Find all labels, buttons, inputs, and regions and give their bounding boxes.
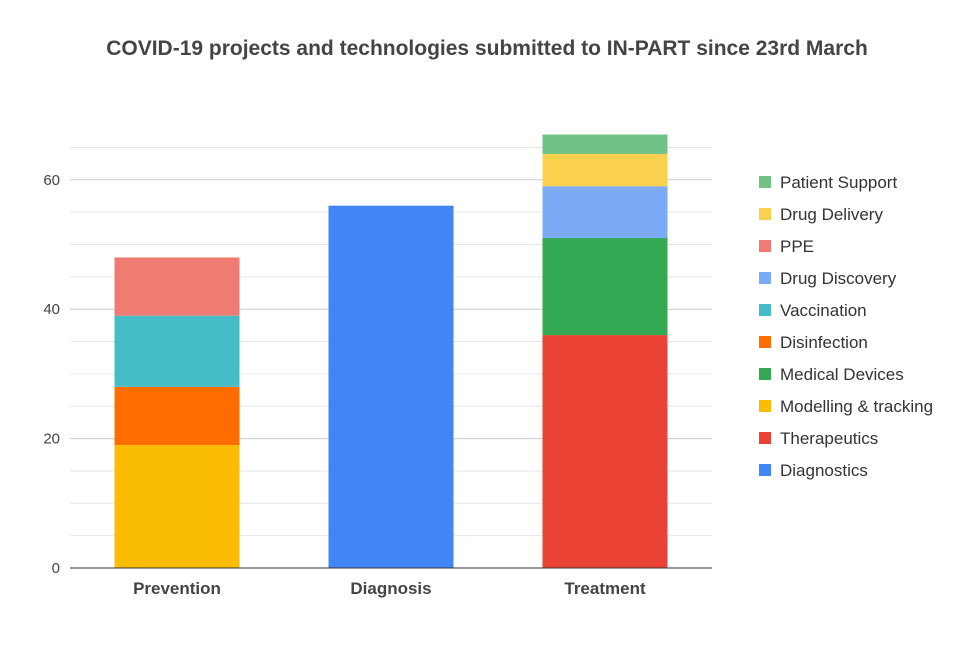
x-tick-label: Diagnosis: [350, 579, 431, 598]
legend-label: Vaccination: [780, 301, 867, 320]
bar-diagnosis-diagnostics: [328, 205, 454, 568]
bar-treatment-therapeutics: [542, 335, 668, 568]
y-tick-label: 40: [43, 301, 60, 318]
legend-label: Drug Delivery: [780, 205, 883, 224]
legend-swatch: [759, 336, 771, 348]
chart-title: COVID-19 projects and technologies submi…: [106, 37, 868, 60]
legend-label: Therapeutics: [780, 429, 878, 448]
legend-label: Patient Support: [780, 173, 897, 192]
bar-treatment-medical-devices: [542, 238, 668, 336]
y-tick-label: 60: [43, 172, 60, 189]
legend-swatch: [759, 176, 771, 188]
legend-swatch: [759, 464, 771, 476]
axes: 0 20 40 60 Prevention Diagnosis Treatment: [43, 172, 712, 598]
legend-swatch: [759, 272, 771, 284]
legend-swatch: [759, 304, 771, 316]
bar-treatment-patient-support: [542, 134, 668, 154]
legend-label: PPE: [780, 237, 814, 256]
bars: [114, 134, 668, 568]
legend-swatch: [759, 432, 771, 444]
bar-prevention-ppe: [114, 257, 240, 316]
x-tick-label: Treatment: [564, 579, 646, 598]
legend-label: Modelling & tracking: [780, 397, 933, 416]
legend-label: Drug Discovery: [780, 269, 897, 288]
y-tick-label: 20: [43, 431, 60, 448]
legend-label: Diagnostics: [780, 461, 868, 480]
bar-prevention-disinfection: [114, 386, 240, 446]
x-tick-label: Prevention: [133, 579, 221, 598]
bar-prevention-vaccination: [114, 315, 240, 387]
legend-swatch: [759, 208, 771, 220]
bar-treatment-drug-delivery: [542, 153, 668, 187]
y-tick-label: 0: [52, 560, 60, 577]
legend-swatch: [759, 368, 771, 380]
legend-label: Disinfection: [780, 333, 868, 352]
bar-treatment-drug-discovery: [542, 186, 668, 239]
bar-prevention-modelling-tracking: [114, 445, 240, 568]
legend-swatch: [759, 240, 771, 252]
legend-swatch: [759, 400, 771, 412]
legend: Patient Support Drug Delivery PPE Drug Disc…: [759, 173, 933, 480]
legend-label: Medical Devices: [780, 365, 904, 384]
